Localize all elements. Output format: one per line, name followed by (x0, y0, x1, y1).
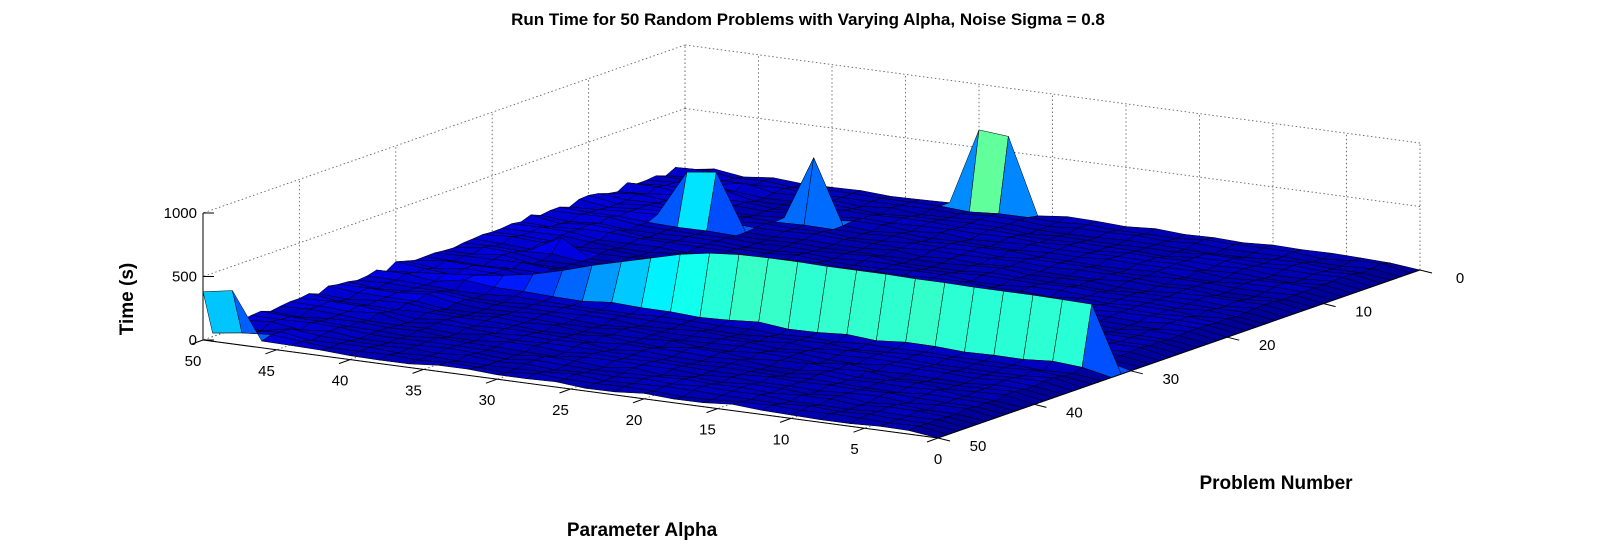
x-tick-mark (632, 398, 645, 404)
z-tick-label: 0 (189, 332, 197, 349)
y-axis-label: Problem Number (1199, 473, 1353, 494)
x-tick-label: 25 (552, 402, 569, 419)
y-tick-mark (1419, 269, 1433, 274)
chart-title: Run Time for 50 Random Problems with Var… (511, 10, 1105, 29)
x-tick-label: 20 (626, 412, 643, 429)
x-tick-label: 30 (479, 392, 496, 409)
x-tick-mark (265, 349, 277, 355)
y-tick-mark (937, 437, 951, 442)
y-tick-label: 20 (1259, 337, 1276, 354)
grid-line (202, 44, 686, 214)
x-axis-label: Parameter Alpha (567, 520, 718, 541)
surface-mesh (202, 129, 1421, 439)
x-tick-label: 45 (258, 363, 275, 380)
y-tick-label: 40 (1066, 404, 1083, 421)
grid-line (202, 108, 686, 277)
y-tick-label: 30 (1162, 371, 1179, 388)
x-tick-label: 10 (773, 431, 790, 448)
x-tick-label: 50 (185, 353, 202, 370)
y-tick-label: 0 (1456, 270, 1464, 287)
x-tick-mark (853, 427, 865, 433)
y-axis-line (937, 269, 1421, 439)
y-tick-label: 10 (1355, 304, 1372, 321)
x-tick-label: 5 (850, 441, 858, 458)
x-tick-mark (779, 417, 792, 423)
x-tick-mark (706, 408, 718, 414)
x-tick-label: 40 (332, 373, 349, 390)
chart-labels: Run Time for 50 Random Problems with Var… (117, 10, 1464, 541)
x-tick-label: 0 (934, 451, 942, 468)
y-tick-mark (1034, 403, 1047, 408)
x-tick-mark (338, 359, 351, 365)
x-tick-label: 35 (405, 382, 422, 399)
x-tick-mark (191, 339, 204, 345)
x-tick-mark (412, 368, 424, 374)
z-axis-label: Time (s) (117, 263, 138, 336)
z-tick-label: 1000 (164, 205, 197, 222)
y-tick-mark (1323, 303, 1336, 308)
x-tick-mark (485, 378, 498, 384)
y-tick-mark (1227, 336, 1240, 341)
x-tick-mark (926, 437, 939, 443)
x-tick-label: 15 (699, 422, 716, 439)
axes-frame (191, 212, 1433, 443)
y-tick-mark (1130, 370, 1143, 375)
z-tick-label: 500 (172, 269, 197, 286)
y-tick-label: 50 (970, 438, 987, 455)
x-tick-mark (559, 388, 571, 394)
